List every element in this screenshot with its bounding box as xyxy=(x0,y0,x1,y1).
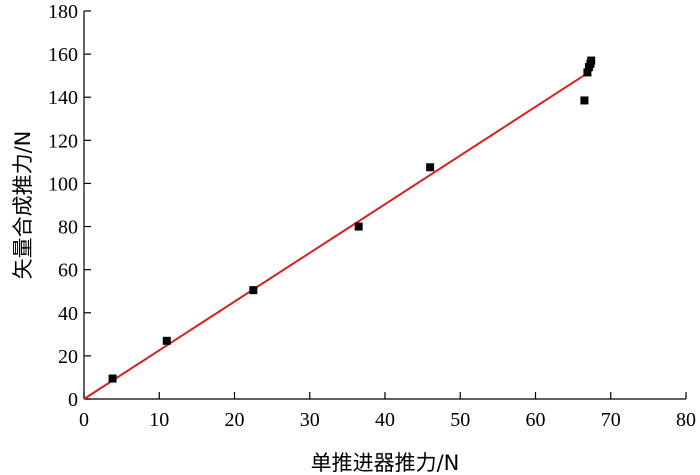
y-tick-label: 40 xyxy=(58,303,78,325)
y-tick-label: 0 xyxy=(68,389,78,411)
data-point xyxy=(426,163,435,172)
x-tick-label: 10 xyxy=(149,409,169,431)
y-ticks: 0 20 40 60 80 100 120 140 160 180 xyxy=(48,1,91,411)
x-tick-label: 70 xyxy=(601,409,621,431)
data-point xyxy=(354,222,363,231)
y-tick-label: 100 xyxy=(48,173,78,195)
y-axis-title: 矢量合成推力/N xyxy=(11,131,35,280)
data-point xyxy=(580,96,589,105)
fit-line-group xyxy=(83,69,593,400)
x-tick-label: 50 xyxy=(450,409,470,431)
data-point xyxy=(108,374,117,383)
data-point xyxy=(583,68,592,77)
x-tick-label: 0 xyxy=(79,409,89,431)
x-axis-title: 单推进器推力/N xyxy=(311,451,460,475)
x-tick-label: 60 xyxy=(526,409,546,431)
x-tick-label: 40 xyxy=(375,409,395,431)
y-tick-label: 140 xyxy=(48,87,78,109)
y-tick-label: 80 xyxy=(58,217,78,239)
data-points xyxy=(108,56,596,383)
y-tick-label: 60 xyxy=(58,260,78,282)
data-point xyxy=(162,336,171,345)
x-tick-label: 80 xyxy=(676,409,696,431)
y-tick-label: 120 xyxy=(48,130,78,152)
y-tick-label: 160 xyxy=(48,44,78,66)
x-tick-label: 20 xyxy=(225,409,245,431)
data-point xyxy=(587,56,596,65)
data-point xyxy=(249,286,258,295)
fit-line xyxy=(83,69,593,400)
x-tick-label: 30 xyxy=(300,409,320,431)
y-tick-label: 180 xyxy=(48,1,78,23)
y-tick-label: 20 xyxy=(58,346,78,368)
x-ticks: 0 10 20 30 40 50 60 70 80 xyxy=(79,392,696,431)
